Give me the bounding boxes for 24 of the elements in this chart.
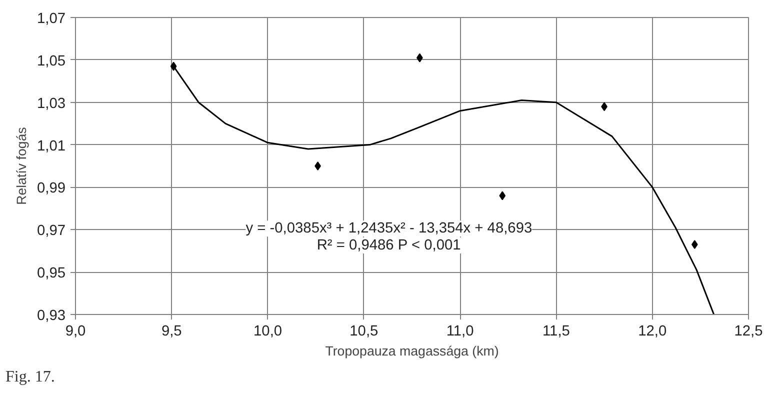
caption: Fig. 17. (6, 368, 55, 386)
y-tick-label: 0,97 (36, 223, 66, 240)
x-tick-label: 9,0 (65, 324, 86, 340)
x-tick-label: 10,5 (350, 324, 378, 340)
x-tick-label: 11,5 (542, 324, 570, 340)
y-tick-label: 0,99 (36, 180, 66, 197)
annotation: y = -0,0385x³ + 1,2435x² - 13,354x + 48,693 (246, 220, 532, 237)
x-tick-label: 9,5 (161, 324, 182, 340)
y-axis-title: Relatív fogás (14, 126, 29, 205)
x-axis-title: Tropopauza magassága (km) (325, 344, 499, 358)
x-tick-label: 12,0 (638, 324, 667, 340)
annotation: R² = 0,9486 P < 0,001 (316, 238, 461, 254)
y-tick-label: 0,93 (36, 308, 66, 324)
point (314, 162, 321, 170)
y-tick-label: 1,07 (36, 11, 66, 27)
point (691, 240, 698, 249)
y-tick-label: 1,05 (36, 53, 66, 70)
x-tick-label: 10,0 (254, 324, 282, 340)
point (499, 191, 506, 200)
y-tick-label: 1,03 (36, 96, 66, 112)
y-tick-label: 0,95 (36, 266, 66, 282)
x-tick-label: 12,5 (734, 324, 763, 340)
y-tick-label: 1,01 (36, 138, 66, 154)
x-tick-label: 11,0 (446, 324, 474, 340)
